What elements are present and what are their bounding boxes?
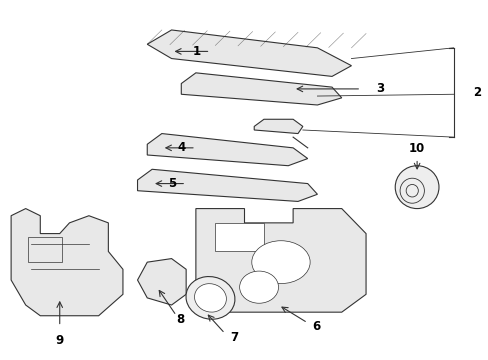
Text: 9: 9 — [56, 334, 64, 347]
Text: 3: 3 — [375, 82, 383, 95]
Text: 8: 8 — [176, 313, 184, 326]
Polygon shape — [147, 134, 307, 166]
Polygon shape — [137, 169, 317, 202]
Bar — [28, 237, 62, 262]
Polygon shape — [137, 258, 186, 305]
Polygon shape — [11, 208, 122, 316]
Polygon shape — [254, 119, 302, 134]
Text: 1: 1 — [192, 45, 201, 58]
Text: 2: 2 — [472, 86, 480, 99]
Ellipse shape — [394, 166, 438, 208]
Ellipse shape — [185, 276, 234, 319]
Text: 7: 7 — [229, 331, 238, 344]
Ellipse shape — [239, 271, 278, 303]
Ellipse shape — [194, 284, 226, 312]
Ellipse shape — [251, 241, 309, 284]
Bar — [215, 223, 264, 251]
Text: 6: 6 — [312, 320, 320, 333]
Polygon shape — [147, 30, 351, 76]
Polygon shape — [181, 73, 341, 105]
Text: 10: 10 — [408, 142, 425, 155]
Polygon shape — [196, 208, 366, 312]
Text: 4: 4 — [178, 141, 186, 154]
Text: 5: 5 — [168, 177, 176, 190]
